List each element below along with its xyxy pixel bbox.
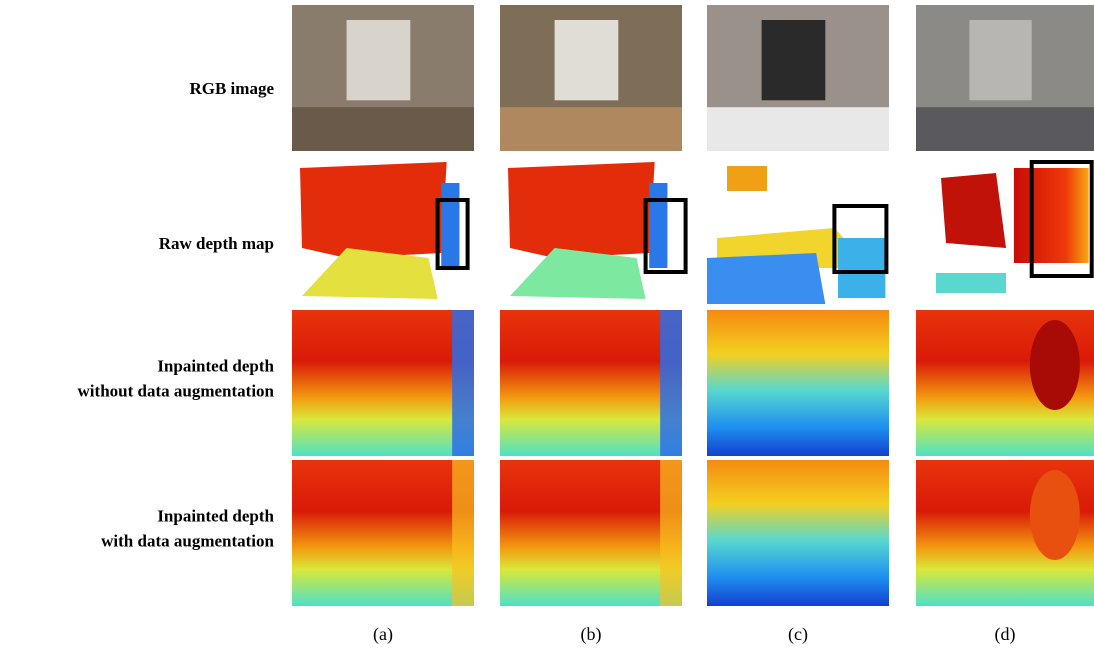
row-label: Raw depth map <box>159 234 274 253</box>
image-floor <box>707 107 889 151</box>
row-label: without data augmentation <box>78 382 275 401</box>
side-region <box>1030 470 1080 560</box>
depth-region <box>1014 168 1089 263</box>
raw-depth-image <box>707 158 889 304</box>
side-region <box>660 460 682 606</box>
depth-region <box>727 166 767 191</box>
inpainted-depth-image <box>292 310 474 456</box>
image-floor <box>916 107 1094 151</box>
image-bg <box>707 460 889 606</box>
row-label: Inpainted depth <box>157 507 274 526</box>
rgb-image <box>292 5 474 151</box>
side-region <box>452 460 474 606</box>
inpainted-depth-image <box>500 460 682 606</box>
image-bg <box>500 460 682 606</box>
image-bg <box>707 310 889 456</box>
raw-depth-image <box>500 158 686 304</box>
image-detail <box>555 20 619 100</box>
raw-depth-image <box>292 158 474 304</box>
column-label: (a) <box>373 624 393 645</box>
inpainted-depth-image <box>916 310 1094 456</box>
image-detail <box>969 20 1031 100</box>
column-label: (b) <box>581 624 602 645</box>
depth-region <box>441 183 459 268</box>
side-region <box>660 310 682 456</box>
side-region <box>452 310 474 456</box>
image-floor <box>500 107 682 151</box>
image-detail <box>762 20 826 100</box>
raw-depth-image <box>916 158 1094 304</box>
inpainted-depth-image <box>500 310 682 456</box>
rgb-image <box>707 5 889 151</box>
rgb-image <box>916 5 1094 151</box>
depth-region <box>838 238 885 298</box>
image-bg <box>500 310 682 456</box>
image-bg <box>292 310 474 456</box>
depth-region <box>936 273 1006 293</box>
row-label: Inpainted depth <box>157 357 274 376</box>
depth-region <box>300 162 447 258</box>
depth-region <box>941 173 1006 248</box>
depth-region <box>508 162 655 258</box>
row-label: RGB image <box>189 79 274 98</box>
row-label: with data augmentation <box>101 532 274 551</box>
image-bg <box>292 460 474 606</box>
inpainted-depth-image <box>916 460 1094 606</box>
inpainted-depth-image <box>707 310 889 456</box>
depth-region <box>707 253 825 304</box>
column-label: (c) <box>788 624 808 645</box>
depth-region <box>649 183 667 268</box>
column-label: (d) <box>995 624 1016 645</box>
figure: RGB image Raw depth map Inpainted depth wit… <box>0 0 1094 651</box>
image-detail <box>347 20 411 100</box>
side-region <box>1030 320 1080 410</box>
image-floor <box>292 107 474 151</box>
rgb-image <box>500 5 682 151</box>
inpainted-depth-image <box>707 460 889 606</box>
inpainted-depth-image <box>292 460 474 606</box>
